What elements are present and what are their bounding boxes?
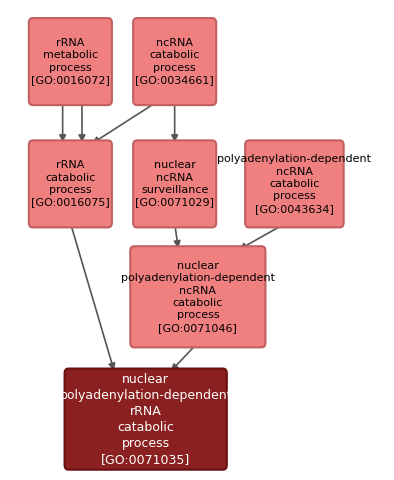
FancyBboxPatch shape bbox=[29, 140, 112, 228]
Text: polyadenylation-dependent
ncRNA
catabolic
process
[GO:0043634]: polyadenylation-dependent ncRNA cataboli… bbox=[217, 154, 372, 214]
FancyBboxPatch shape bbox=[29, 18, 112, 105]
Text: nuclear
polyadenylation-dependent
rRNA
catabolic
process
[GO:0071035]: nuclear polyadenylation-dependent rRNA c… bbox=[59, 372, 232, 466]
Text: rRNA
catabolic
process
[GO:0016075]: rRNA catabolic process [GO:0016075] bbox=[31, 160, 110, 207]
FancyBboxPatch shape bbox=[130, 246, 266, 348]
FancyBboxPatch shape bbox=[133, 140, 216, 228]
FancyBboxPatch shape bbox=[65, 369, 227, 470]
FancyBboxPatch shape bbox=[133, 18, 216, 105]
Text: nuclear
ncRNA
surveillance
[GO:0071029]: nuclear ncRNA surveillance [GO:0071029] bbox=[135, 160, 214, 207]
Text: nuclear
polyadenylation-dependent
ncRNA
catabolic
process
[GO:0071046]: nuclear polyadenylation-dependent ncRNA … bbox=[121, 261, 275, 333]
Text: rRNA
metabolic
process
[GO:0016072]: rRNA metabolic process [GO:0016072] bbox=[31, 38, 110, 85]
FancyBboxPatch shape bbox=[245, 140, 344, 228]
Text: ncRNA
catabolic
process
[GO:0034661]: ncRNA catabolic process [GO:0034661] bbox=[135, 38, 214, 85]
